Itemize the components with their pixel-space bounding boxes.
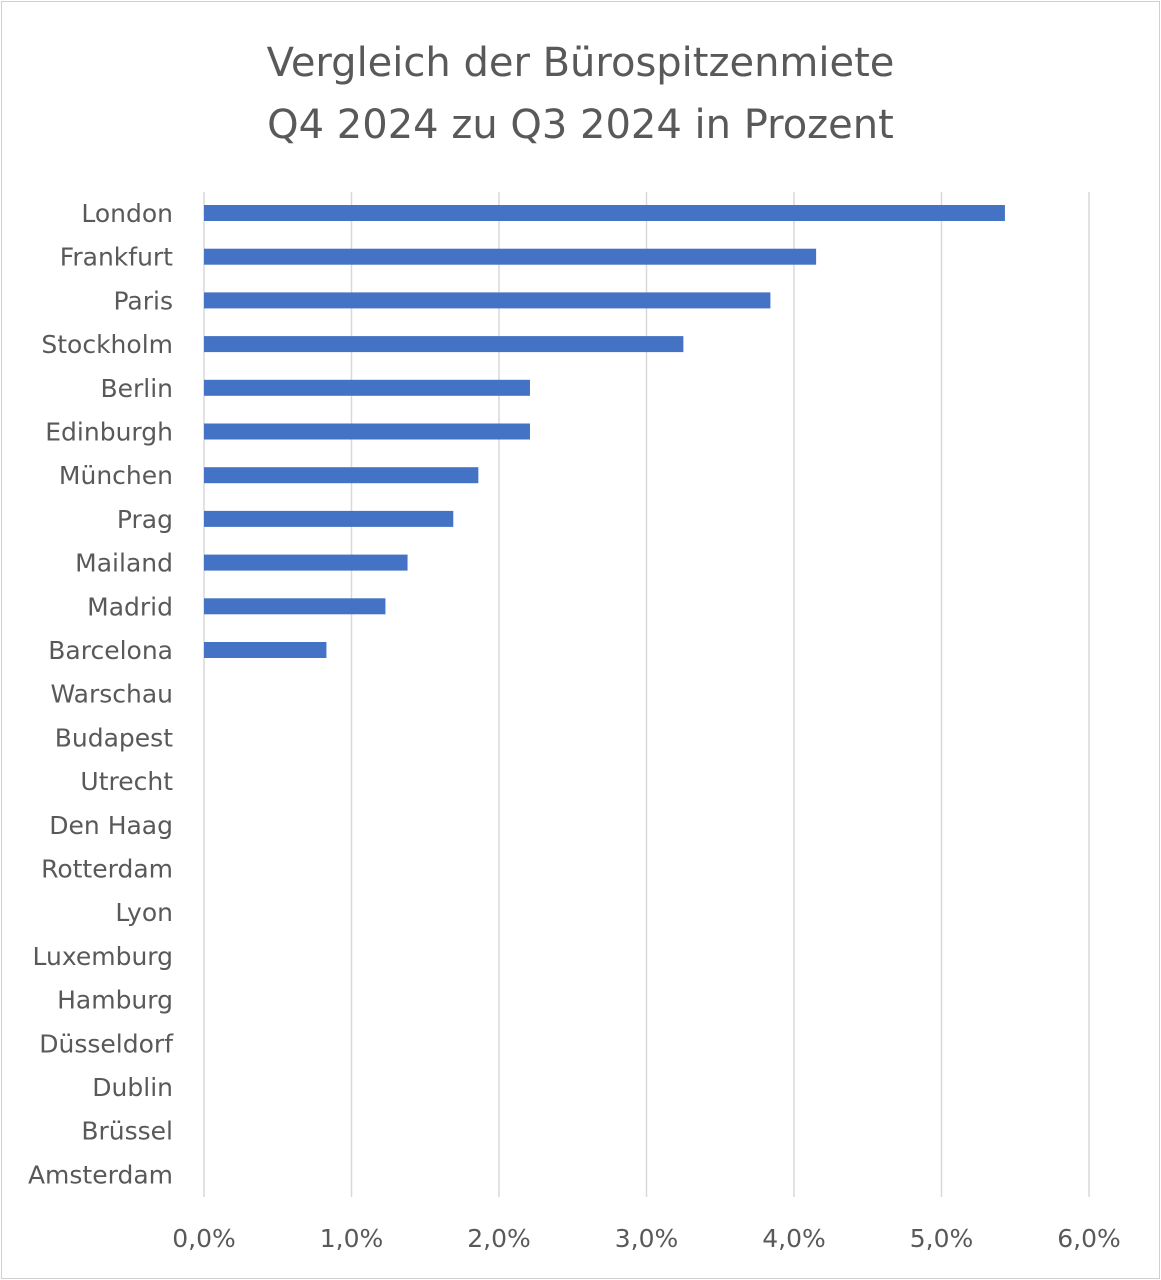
x-tick-label: 2,0%: [467, 1224, 531, 1253]
bar: [204, 205, 1005, 221]
category-label: Barcelona: [48, 636, 173, 665]
bar: [204, 292, 771, 309]
category-label: Mailand: [75, 549, 173, 578]
bar: [204, 379, 530, 396]
category-label: Frankfurt: [60, 243, 173, 272]
chart-title-line-2: Q4 2024 zu Q3 2024 in Prozent: [267, 102, 894, 148]
category-label: Düsseldorf: [39, 1029, 174, 1058]
category-label: Dublin: [92, 1073, 173, 1102]
category-label: Edinburgh: [45, 418, 173, 447]
category-label: Lyon: [115, 898, 173, 927]
chart-title-line-1: Vergleich der Bürospitzenmiete: [266, 40, 895, 86]
bar: [204, 598, 386, 615]
category-label: München: [59, 461, 173, 490]
category-label: Warschau: [51, 680, 174, 709]
x-tick-label: 4,0%: [762, 1224, 826, 1253]
category-label: Amsterdam: [28, 1160, 173, 1189]
bar: [204, 642, 327, 658]
category-label: Budapest: [55, 723, 173, 752]
category-label: Utrecht: [80, 767, 173, 796]
bar: [204, 554, 408, 571]
x-tick-label: 1,0%: [320, 1224, 384, 1253]
category-label: Brüssel: [81, 1117, 173, 1146]
x-tick-labels: 0,0% 1,0% 2,0% 3,0% 4,0% 5,0% 6,0%: [172, 1224, 1121, 1253]
category-label: Madrid: [87, 592, 173, 621]
category-labels: London Frankfurt Paris Stockholm Berlin Edinb…: [28, 199, 174, 1189]
bar: [204, 423, 530, 440]
category-label: Stockholm: [41, 330, 173, 359]
category-label: Rotterdam: [41, 855, 173, 884]
category-label: Berlin: [100, 374, 173, 403]
gridlines: [203, 192, 1090, 1197]
bar: [204, 467, 479, 484]
x-tick-label: 6,0%: [1057, 1224, 1121, 1253]
x-tick-label: 3,0%: [615, 1224, 679, 1253]
bar: [204, 248, 817, 265]
chart-title: Vergleich der Bürospitzenmiete Q4 2024 z…: [0, 32, 1161, 156]
category-label: London: [81, 199, 173, 228]
bar: [204, 336, 684, 353]
x-tick-label: 0,0%: [172, 1224, 236, 1253]
category-label: Den Haag: [49, 811, 173, 840]
x-tick-label: 5,0%: [910, 1224, 974, 1253]
category-label: Prag: [117, 505, 173, 534]
category-label: Luxemburg: [32, 942, 173, 971]
bar: [204, 510, 454, 527]
category-label: Hamburg: [57, 986, 173, 1015]
category-label: Paris: [113, 286, 173, 315]
bars: [204, 205, 1005, 658]
